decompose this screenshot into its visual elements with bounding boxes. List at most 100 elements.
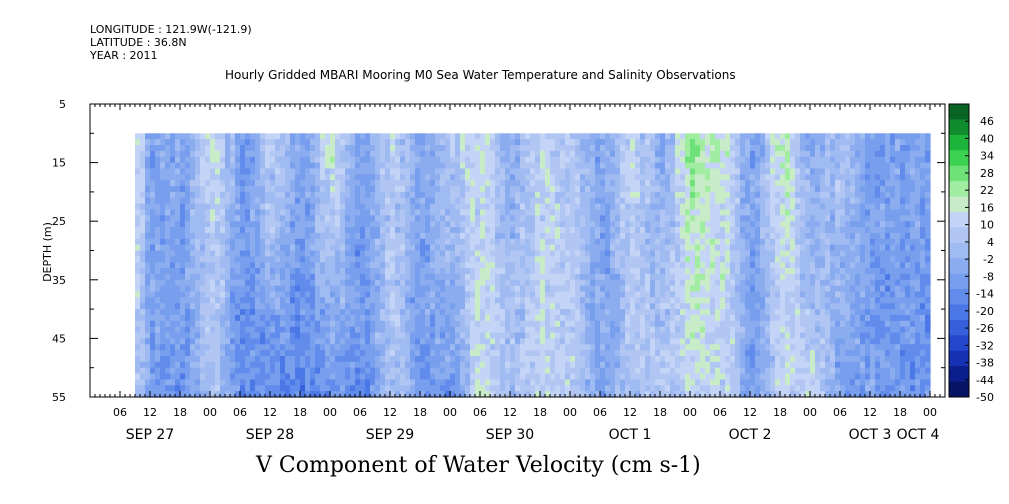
heatmap-cell bbox=[315, 256, 321, 263]
heatmap-cell bbox=[190, 186, 196, 193]
heatmap-cell bbox=[610, 221, 616, 228]
heatmap-cell bbox=[410, 150, 416, 158]
heatmap-cell bbox=[150, 297, 156, 304]
heatmap-cell bbox=[590, 291, 596, 298]
heatmap-cell bbox=[290, 262, 296, 269]
heatmap-cell bbox=[685, 209, 691, 216]
heatmap-cell bbox=[420, 174, 426, 181]
heatmap-cell bbox=[185, 355, 191, 363]
heatmap-cell bbox=[375, 285, 381, 293]
heatmap-cell bbox=[540, 391, 546, 398]
heatmap-cell bbox=[380, 203, 386, 211]
heatmap-cell bbox=[455, 303, 461, 310]
heatmap-cell bbox=[460, 244, 466, 252]
heatmap-cell bbox=[505, 180, 511, 187]
heatmap-cell bbox=[165, 232, 171, 240]
heatmap-cell bbox=[220, 326, 226, 334]
heatmap-cell bbox=[385, 150, 391, 158]
heatmap-cell bbox=[375, 256, 381, 263]
heatmap-cell bbox=[350, 297, 356, 304]
heatmap-cell bbox=[675, 285, 681, 293]
heatmap-cell bbox=[315, 238, 321, 246]
heatmap-cell bbox=[155, 379, 161, 386]
heatmap-cell bbox=[635, 338, 641, 345]
heatmap-cell bbox=[245, 145, 251, 152]
heatmap-cell bbox=[640, 227, 646, 234]
heatmap-cell bbox=[590, 256, 596, 263]
heatmap-cell bbox=[415, 373, 421, 381]
heatmap-cell bbox=[625, 379, 631, 386]
heatmap-cell bbox=[565, 203, 571, 211]
heatmap-cell bbox=[675, 268, 681, 275]
heatmap-cell bbox=[655, 303, 661, 310]
heatmap-cell bbox=[145, 232, 151, 240]
heatmap-cell bbox=[665, 197, 671, 205]
heatmap-cell bbox=[270, 133, 276, 140]
heatmap-cell bbox=[155, 367, 161, 375]
heatmap-cell bbox=[315, 367, 321, 375]
heatmap-cell bbox=[580, 186, 586, 193]
heatmap-cell bbox=[550, 285, 556, 293]
heatmap-cell bbox=[180, 232, 186, 240]
heatmap-cell bbox=[380, 174, 386, 181]
heatmap-cell bbox=[270, 361, 276, 369]
heatmap-cell bbox=[520, 285, 526, 293]
heatmap-cell bbox=[295, 209, 301, 216]
heatmap-cell bbox=[265, 268, 271, 275]
heatmap-cell bbox=[355, 309, 361, 316]
heatmap-cell bbox=[670, 332, 676, 339]
heatmap-cell bbox=[635, 232, 641, 240]
heatmap-cell bbox=[305, 355, 311, 363]
heatmap-cell bbox=[585, 273, 591, 281]
heatmap-cell bbox=[370, 391, 376, 398]
heatmap-cell bbox=[540, 180, 546, 187]
heatmap-cell bbox=[295, 344, 301, 351]
heatmap-cell bbox=[260, 309, 266, 316]
heatmap-cell bbox=[585, 145, 591, 152]
heatmap-cell bbox=[260, 291, 266, 298]
heatmap-cell bbox=[675, 191, 681, 199]
heatmap-cell bbox=[625, 215, 631, 222]
heatmap-cell bbox=[260, 180, 266, 187]
heatmap-cell bbox=[185, 297, 191, 304]
heatmap-cell bbox=[450, 145, 456, 152]
heatmap-cell bbox=[550, 197, 556, 205]
heatmap-cell bbox=[610, 355, 616, 363]
heatmap-cell bbox=[415, 332, 421, 339]
heatmap-cell bbox=[185, 379, 191, 386]
heatmap-cell bbox=[680, 145, 686, 152]
heatmap-cell bbox=[460, 344, 466, 351]
heatmap-cell bbox=[670, 391, 676, 398]
heatmap-cell bbox=[465, 186, 471, 193]
heatmap-cell bbox=[295, 191, 301, 199]
heatmap-cell bbox=[505, 203, 511, 211]
heatmap-cell bbox=[580, 238, 586, 246]
heatmap-cell bbox=[195, 145, 201, 152]
heatmap-cell bbox=[355, 203, 361, 211]
heatmap-cell bbox=[280, 291, 286, 298]
heatmap-cell bbox=[575, 279, 581, 287]
heatmap-cell bbox=[655, 180, 661, 187]
heatmap-cell bbox=[145, 391, 151, 398]
heatmap-cell bbox=[500, 150, 506, 158]
heatmap-cell bbox=[475, 350, 481, 357]
heatmap-cell bbox=[555, 297, 561, 304]
heatmap-cell bbox=[255, 332, 261, 339]
heatmap-cell bbox=[355, 145, 361, 152]
heatmap-cell bbox=[405, 326, 411, 334]
heatmap-cell bbox=[210, 320, 216, 328]
heatmap-cell bbox=[385, 180, 391, 187]
heatmap-cell bbox=[550, 203, 556, 211]
heatmap-cell bbox=[395, 232, 401, 240]
heatmap-cell bbox=[395, 332, 401, 339]
heatmap-cell bbox=[530, 250, 536, 257]
heatmap-cell bbox=[565, 350, 571, 357]
heatmap-cell bbox=[685, 268, 691, 275]
heatmap-cell bbox=[610, 256, 616, 263]
heatmap-cell bbox=[635, 379, 641, 386]
heatmap-cell bbox=[450, 168, 456, 175]
heatmap-cell bbox=[150, 285, 156, 293]
heatmap-cell bbox=[410, 133, 416, 140]
heatmap-cell bbox=[655, 344, 661, 351]
heatmap-cell bbox=[640, 186, 646, 193]
